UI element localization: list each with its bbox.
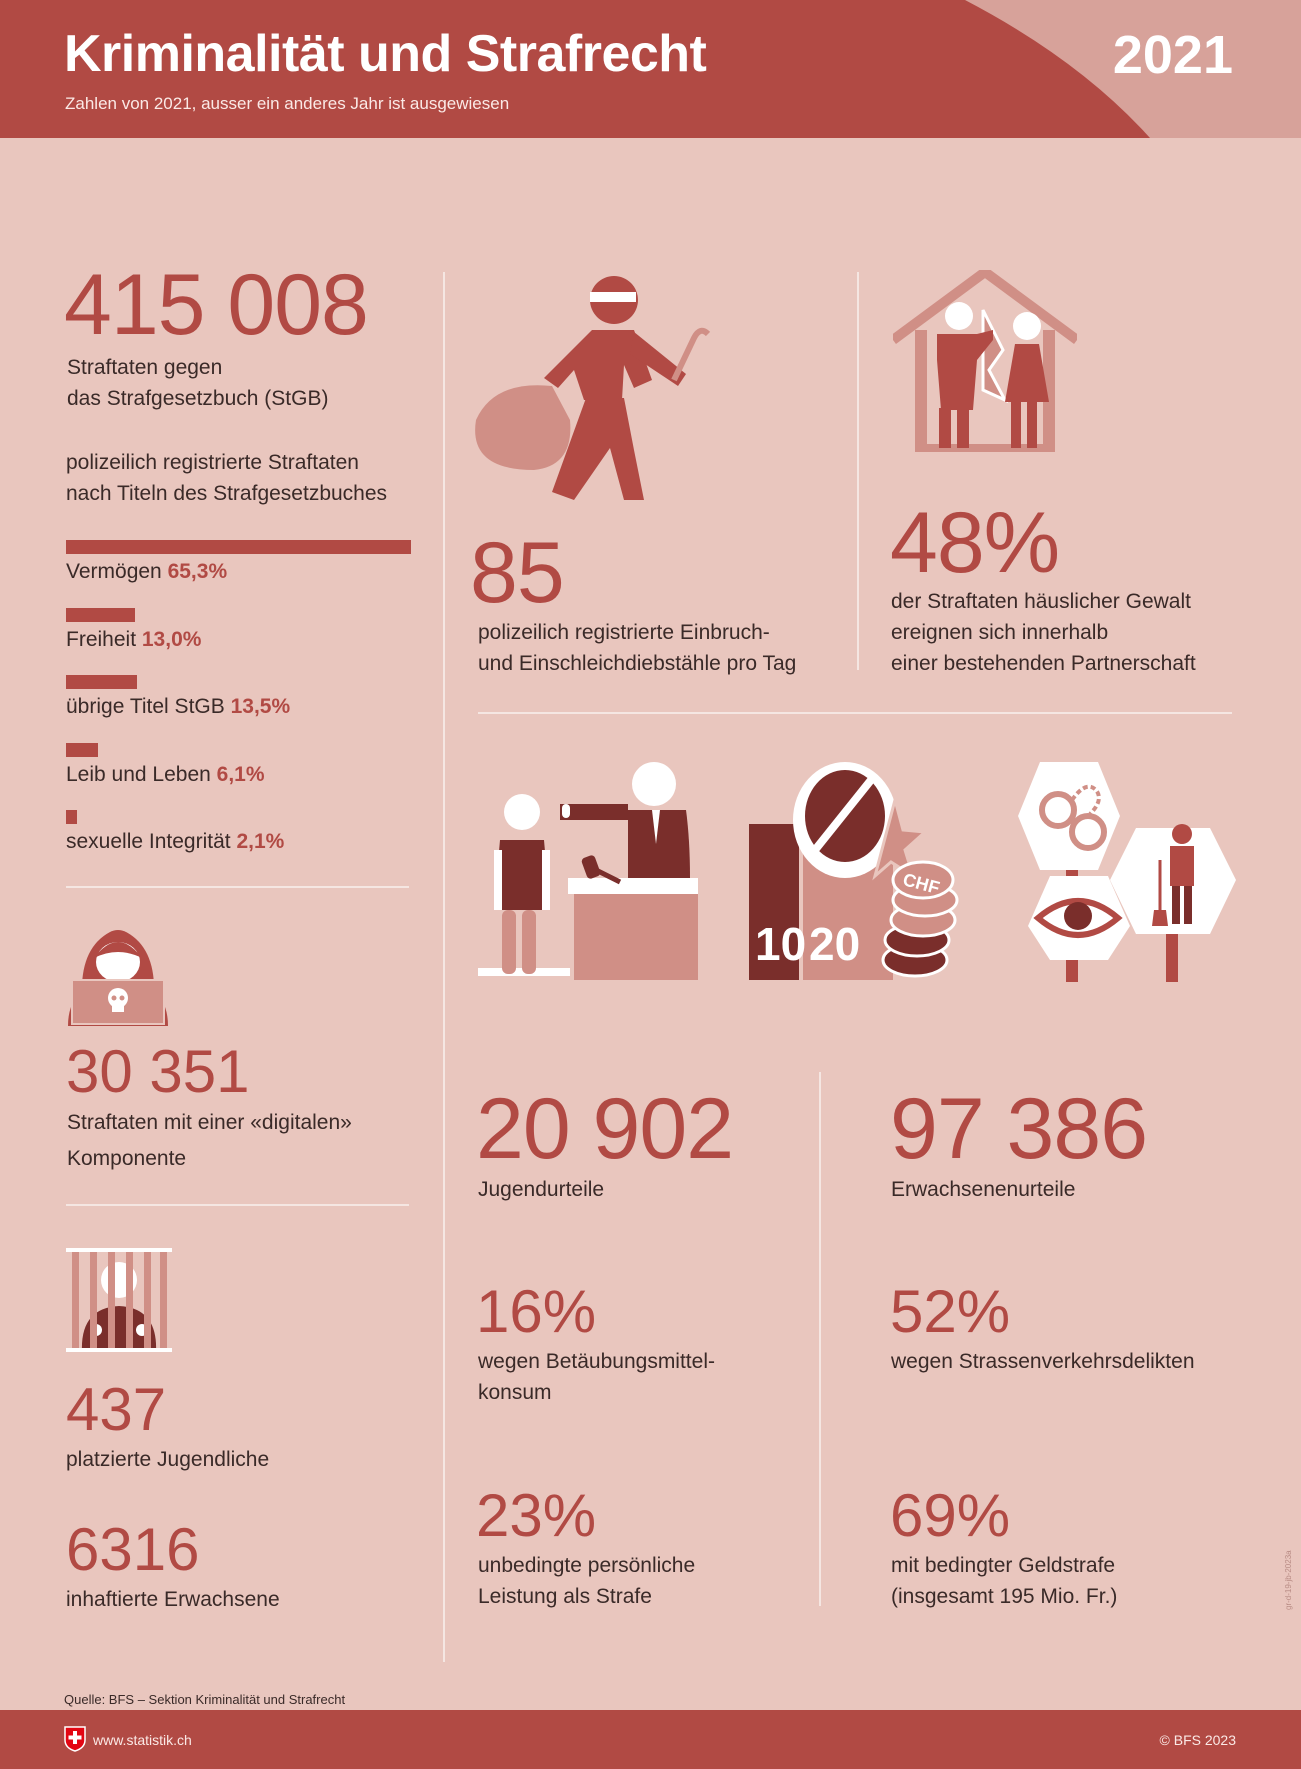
adults-jailed-label: inhaftierte Erwachsene bbox=[66, 1588, 280, 1611]
burglar-icon bbox=[475, 276, 711, 500]
label-line: konsum bbox=[478, 1381, 552, 1404]
offenses-intro: polizeilich registrierte Straftaten nach… bbox=[66, 447, 387, 509]
offense-bar bbox=[66, 675, 138, 689]
label-line: Straftaten mit einer «digitalen» bbox=[67, 1111, 352, 1134]
offenses-label: Straftaten gegen das Strafgesetzbuch (St… bbox=[67, 352, 328, 414]
label-line: der Straftaten häuslicher Gewalt bbox=[891, 590, 1191, 613]
label-line: ereignen sich innerhalb bbox=[891, 621, 1109, 644]
page-title: Kriminalität und Strafrecht bbox=[64, 25, 707, 83]
offense-bar-label: Freiheit 13,0% bbox=[66, 624, 201, 655]
divider bbox=[66, 1204, 409, 1206]
label-line: (insgesamt 195 Mio. Fr.) bbox=[891, 1585, 1118, 1608]
source-note: Quelle: BFS – Sektion Kriminalität und S… bbox=[64, 1692, 346, 1707]
category-name: übrige Titel StGB bbox=[66, 695, 225, 718]
header-wedge-decoration bbox=[965, 0, 1301, 138]
category-name: Freiheit bbox=[66, 627, 137, 651]
burglary-label: polizeilich registrierte Einbruch- und E… bbox=[478, 617, 796, 679]
youth-placed-label: platzierte Jugendliche bbox=[66, 1448, 270, 1471]
category-name: sexuelle Integrität bbox=[66, 830, 231, 853]
website-link[interactable]: www.statistik.ch bbox=[93, 1732, 192, 1748]
label-line: polizeilich registrierte Straftaten bbox=[66, 451, 359, 474]
category-percentage: 6,1% bbox=[216, 762, 265, 786]
category-percentage: 65,3% bbox=[167, 560, 228, 583]
label-line: mit bedingter Geldstrafe bbox=[891, 1554, 1116, 1577]
category-name: Leib und Leben bbox=[66, 762, 211, 786]
youth-service-label: unbedingte persönliche Leistung als Stra… bbox=[478, 1550, 695, 1612]
youth-service-percentage: 23% bbox=[476, 1482, 597, 1549]
label-line: Komponente bbox=[67, 1147, 187, 1170]
divider bbox=[857, 272, 859, 670]
adult-judgments-label: Erwachsenenurteile bbox=[891, 1178, 1076, 1201]
category-percentage: 13,0% bbox=[141, 627, 202, 651]
offense-bar bbox=[66, 607, 135, 622]
year-label: 2021 bbox=[1112, 25, 1233, 85]
label-line: polizeilich registrierte Einbruch- bbox=[478, 621, 770, 644]
swiss-shield-icon bbox=[64, 1726, 86, 1752]
court-judge-icon bbox=[478, 762, 698, 980]
offenses-total: 415 008 bbox=[64, 257, 369, 353]
label-line: einer bestehenden Partnerschaft bbox=[891, 652, 1196, 675]
offense-bar bbox=[66, 742, 99, 757]
label-line: nach Titeln des Strafgesetzbuches bbox=[66, 482, 388, 505]
fine-number: 10 bbox=[755, 918, 806, 970]
youth-judgments-label: Jugendurteile bbox=[478, 1178, 605, 1201]
digital-offenses-value: 30 351 bbox=[66, 1038, 250, 1105]
copyright: © BFS 2023 bbox=[1159, 1732, 1236, 1748]
divider bbox=[819, 1072, 821, 1606]
label-line: das Strafgesetzbuch (StGB) bbox=[67, 387, 329, 410]
burglary-value: 85 bbox=[470, 525, 565, 621]
adult-judgments-value: 97 386 bbox=[890, 1081, 1148, 1177]
label-line: wegen Betäubungsmittel- bbox=[478, 1350, 715, 1373]
adults-jailed-value: 6316 bbox=[66, 1516, 200, 1583]
youth-drug-label: wegen Betäubungsmittel- konsum bbox=[478, 1346, 715, 1408]
category-percentage: 2,1% bbox=[236, 830, 285, 853]
offense-bar bbox=[66, 810, 78, 824]
fine-number: 20 bbox=[809, 918, 860, 970]
domestic-violence-label: der Straftaten häuslicher Gewalt ereigne… bbox=[891, 586, 1196, 679]
domestic-violence-icon bbox=[893, 270, 1077, 452]
fine-gavel-coins-icon: 10 20 CHF bbox=[749, 762, 959, 980]
adult-traffic-percentage: 52% bbox=[890, 1278, 1011, 1345]
youth-placed-value: 437 bbox=[66, 1376, 167, 1443]
page-subtitle: Zahlen von 2021, ausser ein anderes Jahr… bbox=[65, 94, 510, 113]
label-line: unbedingte persönliche bbox=[478, 1554, 696, 1577]
domestic-violence-value: 48% bbox=[890, 495, 1060, 591]
offense-bar bbox=[66, 540, 411, 554]
document-code: gr-d-19-jb-2023a bbox=[1284, 1550, 1293, 1610]
divider bbox=[66, 886, 409, 888]
youth-judgments-value: 20 902 bbox=[476, 1081, 734, 1177]
youth-drug-percentage: 16% bbox=[476, 1278, 597, 1345]
category-percentage: 13,5% bbox=[230, 695, 291, 718]
divider bbox=[443, 272, 445, 1662]
footer: www.statistik.ch © BFS 2023 bbox=[0, 1710, 1301, 1769]
adult-fine-percentage: 69% bbox=[890, 1482, 1011, 1549]
hacker-icon bbox=[68, 930, 168, 1026]
offense-bar-label: Vermögen 65,3% bbox=[66, 556, 227, 587]
offense-bar-label: Leib und Leben 6,1% bbox=[66, 759, 265, 790]
adult-traffic-label: wegen Strassenverkehrsdelikten bbox=[891, 1350, 1195, 1373]
offense-bar-label: übrige Titel StGB 13,5% bbox=[66, 691, 290, 722]
divider bbox=[478, 712, 1232, 714]
prison-bars-icon bbox=[66, 1248, 172, 1352]
measures-signs-icon bbox=[1018, 762, 1236, 982]
offense-bar-label: sexuelle Integrität 2,1% bbox=[66, 826, 284, 857]
label-line: Leistung als Strafe bbox=[478, 1585, 652, 1608]
category-name: Vermögen bbox=[66, 560, 162, 583]
label-line: und Einschleichdiebstähle pro Tag bbox=[478, 652, 797, 675]
label-line: Straftaten gegen bbox=[67, 356, 223, 379]
digital-offenses-label: Straftaten mit einer «digitalen» Kompone… bbox=[67, 1105, 352, 1177]
header-banner: Kriminalität und Strafrecht Zahlen von 2… bbox=[0, 0, 1301, 138]
adult-fine-label: mit bedingter Geldstrafe (insgesamt 195 … bbox=[891, 1550, 1117, 1612]
